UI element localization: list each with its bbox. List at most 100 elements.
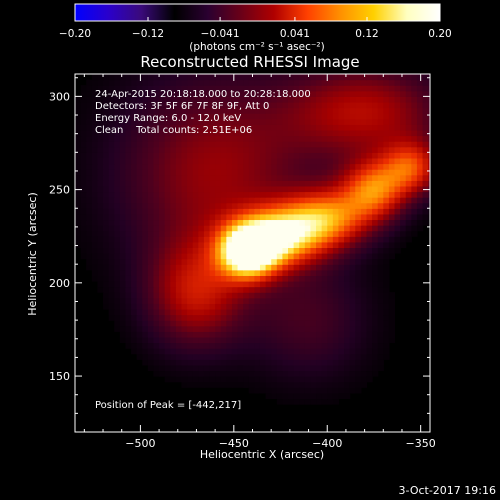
heatmap-cell [271,353,278,360]
heatmap-cell [136,146,143,153]
heatmap-cell [103,241,110,248]
heatmap-cell [388,202,396,209]
heatmap-cell [377,185,384,193]
heatmap-cell [316,320,323,327]
heatmap-cell [400,169,407,176]
heatmap-cell [209,292,216,299]
heatmap-cell [192,359,199,366]
heatmap-cell [310,292,317,299]
heatmap-cell [147,197,155,204]
heatmap-cell [276,230,283,237]
heatmap-cell [248,96,255,103]
heatmap-cell [91,152,99,159]
heatmap-cell [91,174,99,181]
heatmap-cell [282,325,289,332]
heatmap-cell [265,342,272,349]
heatmap-cell [136,202,143,209]
heatmap-cell [405,169,412,176]
heatmap-cell [142,90,149,97]
heatmap-cell [310,129,317,137]
heatmap-cell [136,269,143,276]
heatmap-cell [377,230,384,237]
heatmap-cell [299,124,306,131]
heatmap-cell [209,208,216,215]
heatmap-cell [366,241,373,248]
heatmap-cell [248,146,255,153]
heatmap-cell [360,185,368,193]
heatmap-cell [366,225,373,232]
heatmap-cell [119,331,127,338]
heatmap-cell [288,146,295,153]
heatmap-cell [231,286,239,293]
heatmap-cell [265,325,272,332]
heatmap-cell [248,253,255,260]
heatmap-cell [147,342,155,349]
heatmap-cell [114,180,121,187]
heatmap-cell [265,381,272,388]
heatmap-cell [360,124,368,131]
heatmap-cell [388,191,396,198]
heatmap-cell [276,269,283,276]
heatmap-cell [304,135,312,142]
heatmap-cell [175,135,183,142]
heatmap-cell [327,185,334,193]
heatmap-cell [304,292,312,299]
heatmap-cell [405,163,412,170]
heatmap-cell [175,101,183,109]
heatmap-cell [293,269,300,276]
heatmap-cell [142,118,149,125]
heatmap-cell [321,303,328,310]
heatmap-cell [321,370,328,377]
heatmap-cell [243,364,250,372]
heatmap-cell [422,101,429,109]
heatmap-cell [136,191,143,198]
heatmap-cell [164,308,171,316]
heatmap-cell [142,180,149,187]
heatmap-cell [316,135,323,142]
heatmap-cell [349,258,356,265]
heatmap-cell [293,129,300,137]
heatmap-cell [344,96,351,103]
heatmap-cell [243,213,250,221]
heatmap-cell [131,202,138,209]
heatmap-cell [97,169,104,176]
heatmap-cell [265,107,272,114]
heatmap-cell [170,107,177,114]
heatmap-cell [271,392,278,400]
heatmap-cell [282,180,289,187]
heatmap-cell [366,236,373,243]
heatmap-cell [304,264,312,271]
heatmap-cell [170,124,177,131]
heatmap-cell [198,174,205,181]
heatmap-cell [355,135,362,142]
heatmap-cell [215,85,222,92]
heatmap-cell [416,197,424,204]
heatmap-cell [159,342,166,349]
heatmap-cell [209,219,216,226]
heatmap-cell [215,320,222,327]
heatmap-cell [366,124,373,131]
heatmap-cell [327,264,334,271]
heatmap-cell [254,297,261,304]
heatmap-cell [164,359,171,366]
heatmap-cell [332,348,340,355]
heatmap-cell [360,303,368,310]
heatmap-cell [265,174,272,181]
heatmap-cell [248,292,255,299]
heatmap-cell [388,336,396,344]
heatmap-cell [372,230,379,237]
heatmap-cell [349,152,356,159]
heatmap-cell [114,241,121,248]
heatmap-cell [428,202,430,209]
heatmap-cell [220,325,227,332]
heatmap-cell [254,381,261,388]
heatmap-cell [209,286,216,293]
heatmap-cell [377,364,384,372]
heatmap-cell [344,219,351,226]
heatmap-cell [366,353,373,360]
heatmap-cell [355,113,362,120]
heatmap-cell [237,253,244,260]
heatmap-cell [119,101,127,109]
heatmap-cell [153,275,160,282]
heatmap-cell [355,280,362,288]
